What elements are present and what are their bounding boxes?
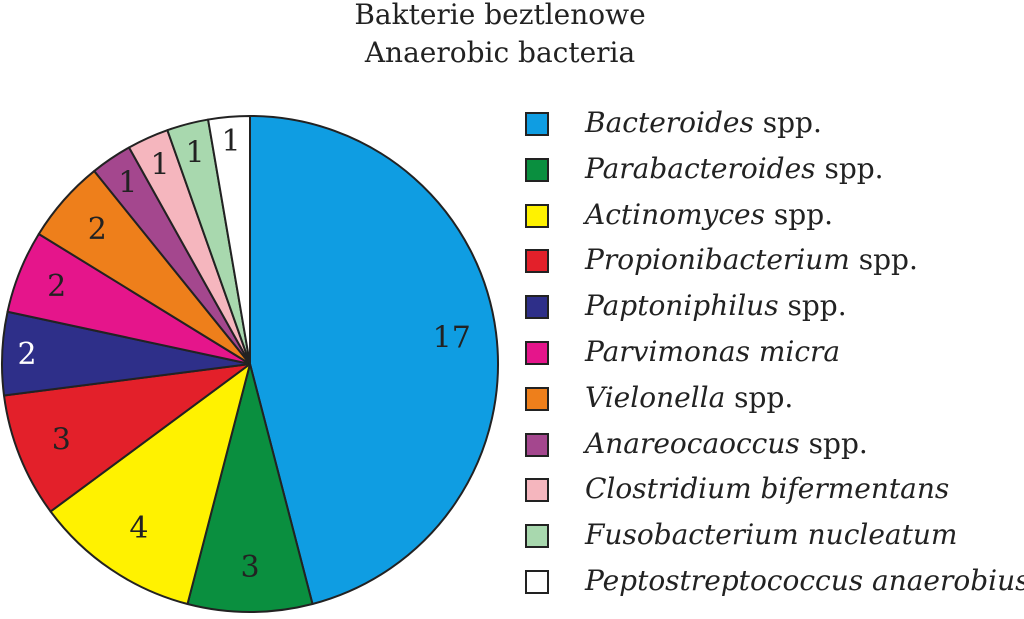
legend-suffix: spp. [815,151,884,185]
legend-taxon-name: Clostridium bifermentans [585,472,950,506]
slice-value-label: 3 [240,550,259,585]
legend-taxon-name: Fusobacterium nucleatum [585,518,958,552]
chart-title: Bakterie beztlenowe [354,0,646,31]
slice-value-label: 2 [17,337,36,372]
pie-slice [249,115,499,605]
legend-swatch [525,432,549,457]
legend-swatch [525,341,549,365]
legend-suffix: spp. [778,289,847,323]
legend-label: Fusobacterium nucleatum [585,518,957,551]
legend-label: Anareocaoccus spp. [585,427,868,460]
slice-value-label: 1 [118,166,137,201]
legend-taxon-name: Vielonella [585,380,726,414]
slice-value-label: 3 [52,422,71,457]
slice-value-label: 2 [88,212,107,247]
slice-value-label: 1 [185,135,204,170]
legend-label: Actinomyces spp. [585,198,833,231]
legend-suffix: spp. [725,380,794,414]
legend-swatch [525,478,549,503]
legend-suffix: spp. [849,243,918,277]
pie-slice [207,115,251,365]
legend-label: Paptoniphilus spp. [585,289,847,322]
legend-swatch [525,203,549,228]
legend-taxon-name: Actinomyces [585,197,765,231]
legend-taxon-name: Parabacteroides [585,151,816,185]
pie-slice [3,363,251,513]
legend-swatch [525,524,549,549]
chart-subtitle: Anaerobic bacteria [364,36,636,69]
pie-slice [49,363,251,605]
legend-label: Propionibacterium spp. [585,243,918,276]
legend-swatch [525,112,549,136]
slice-value-label: 1 [222,124,241,159]
legend-label: Vielonella spp. [585,381,793,414]
legend-label: Peptostreptococcus anaerobius [585,564,1024,597]
legend-label: Parabacteroides spp. [585,152,884,185]
legend-taxon-name: Bacteroides [585,106,754,139]
legend-suffix: spp. [799,426,868,460]
legend-label: Clostridium bifermentans [585,472,949,505]
legend-suffix: spp. [765,197,834,231]
legend-swatch [525,157,549,182]
slice-value-label: 1 [151,148,170,183]
legend-taxon-name: Paptoniphilus [585,289,779,323]
legend-swatch [525,570,549,594]
slice-value-label: 17 [433,321,471,356]
legend-swatch [525,295,549,320]
slice-value-label: 2 [47,269,66,304]
legend-taxon-name: Anareocaoccus [585,426,800,460]
legend-label: Bacteroides spp. [585,106,822,139]
legend-swatch [525,386,549,411]
legend-taxon-name: Peptostreptococcus anaerobius [585,564,1024,597]
legend-swatch [525,249,549,274]
slice-value-label: 4 [129,511,148,546]
legend-taxon-name: Parvimonas micra [585,335,841,368]
pie-slice [186,363,314,614]
legend-label: Parvimonas micra [585,335,840,368]
legend-suffix: spp. [753,106,822,139]
legend-taxon-name: Propionibacterium [585,243,850,277]
